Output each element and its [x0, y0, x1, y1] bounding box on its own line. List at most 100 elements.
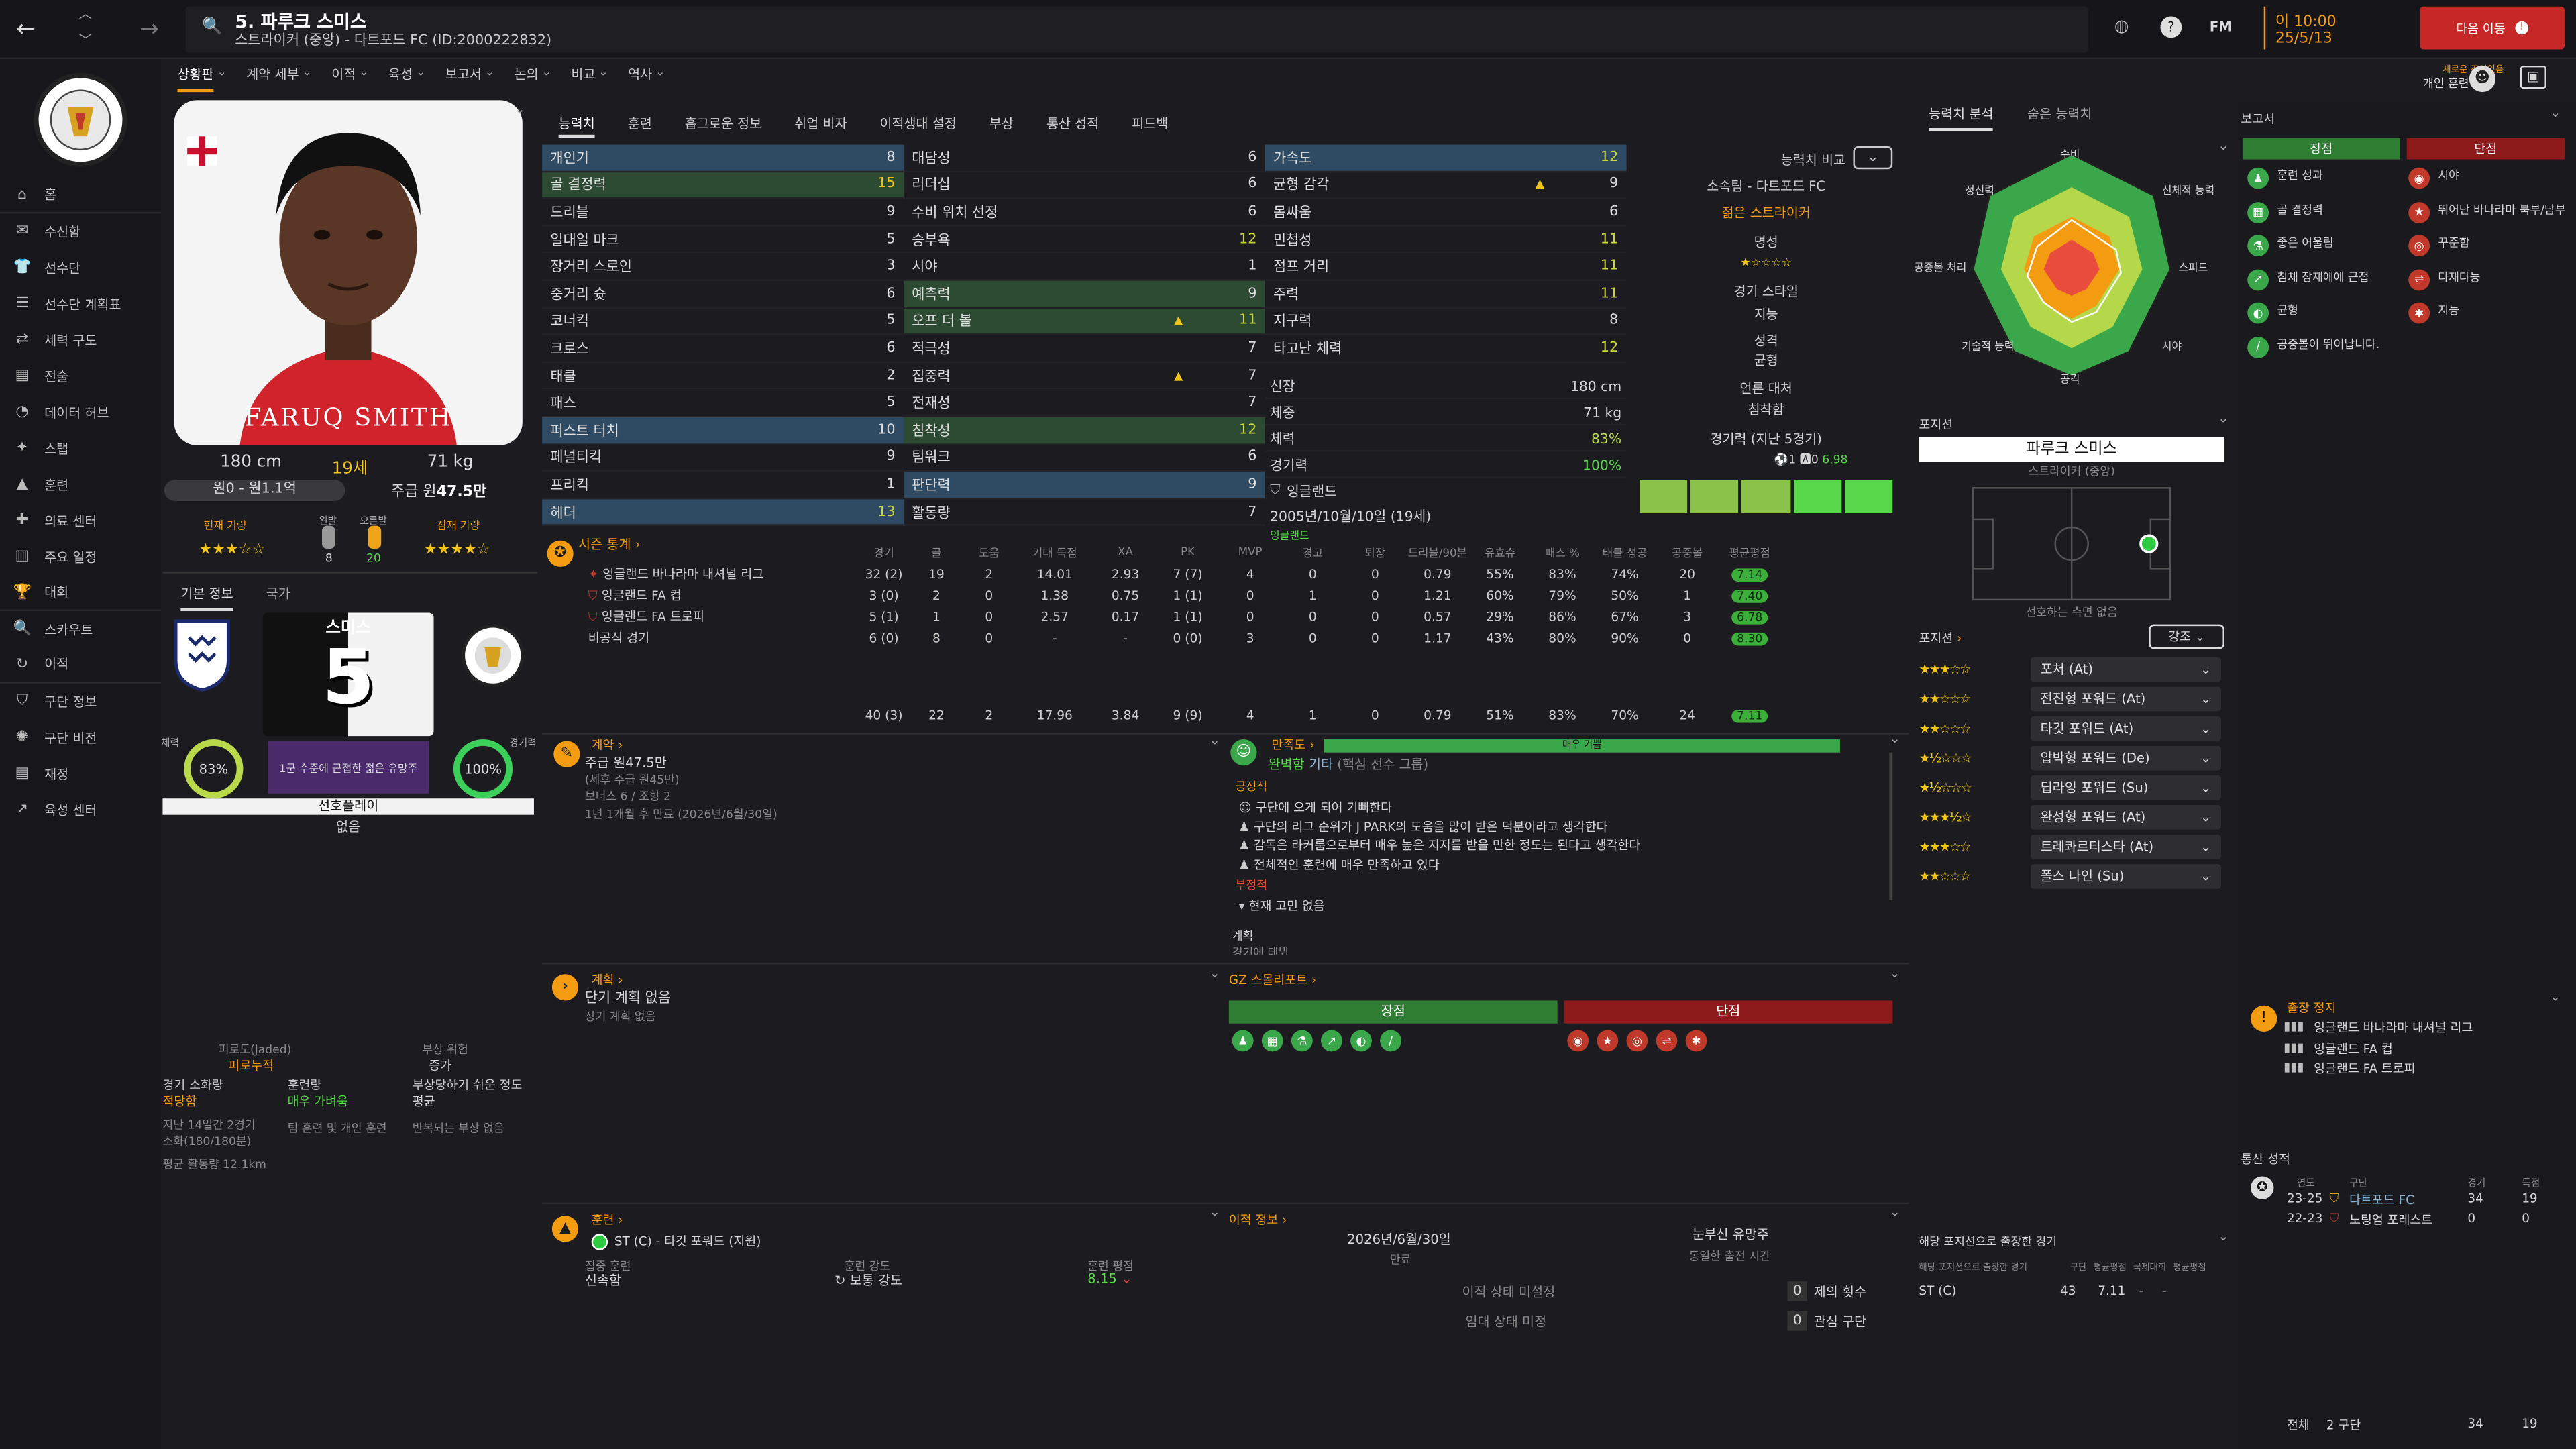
chevron-down-icon[interactable]: ⌄	[1889, 966, 1900, 981]
attribute-row[interactable]: 지구력 8	[1265, 308, 1627, 335]
attribute-row[interactable]: 예측력 9	[903, 280, 1265, 309]
tab-hidden-attributes[interactable]: 숨은 능력치	[2027, 107, 2092, 122]
role-dropdown[interactable]: 포처 (At) ⌄	[2030, 656, 2222, 682]
chevron-down-icon[interactable]: ⌄	[2549, 989, 2561, 1004]
stats-row[interactable]: 비공식 경기 6 (0) 8 0 - - 0 (0) 3 0 0 1.17 43% 80% 90% 0 8.3…	[578, 628, 1781, 649]
attribute-row[interactable]: 헤더 13	[542, 498, 904, 527]
attribute-row[interactable]: 판단력 9	[903, 472, 1265, 499]
sidebar-item[interactable]: ✺ 구단 비전	[0, 720, 161, 756]
offers-row[interactable]: 0 제의 횟수	[1787, 1280, 1893, 1303]
attribute-row[interactable]: 장거리 스로인 3	[542, 254, 904, 281]
chevron-down-icon[interactable]: ﹀	[78, 32, 93, 48]
sidebar-item[interactable]: ◔ 데이터 허브	[0, 394, 161, 431]
attribute-row[interactable]: 승부욕 12	[903, 226, 1265, 254]
role-dropdown[interactable]: 폴스 나인 (Su) ⌄	[2030, 863, 2222, 888]
role-dropdown[interactable]: 딥라잉 포워드 (Su) ⌄	[2030, 774, 2222, 800]
sidebar-item[interactable]: ▤ 재정	[0, 756, 161, 792]
sidebar-item[interactable]: ✚ 의료 센터	[0, 502, 161, 539]
sidebar-item[interactable]: ✦ 스탭	[0, 431, 161, 467]
role-dropdown[interactable]: 전진형 포워드 (At) ⌄	[2030, 686, 2222, 711]
attribute-row[interactable]: 패스 5	[542, 390, 904, 417]
attribute-row[interactable]: 일대일 마크 5	[542, 226, 904, 254]
subnav-item[interactable]: 이적	[331, 67, 356, 83]
attribute-row[interactable]: 프리킥 1	[542, 472, 904, 499]
sidebar-item[interactable]: ↻ 이적	[0, 647, 162, 684]
subnav-item[interactable]: 역사	[628, 67, 653, 83]
training-title[interactable]: 훈련 ›	[591, 1212, 623, 1228]
role-row[interactable]: ★★☆☆☆ 폴스 나인 (Su) ⌄	[1919, 861, 2231, 890]
tab-basic-info[interactable]: 기본 정보	[180, 585, 233, 612]
world-icon[interactable]: ◍	[2114, 17, 2129, 36]
sidebar-item[interactable]: ⌂ 홈	[0, 177, 162, 214]
sidebar-item[interactable]: ⇄ 세력 구도	[0, 322, 161, 358]
sidebar-item[interactable]: ☰ 선수단 계획표	[0, 286, 161, 322]
attribute-row[interactable]: 수비 위치 선정 6	[903, 199, 1265, 227]
profile-tab[interactable]: 통산 성적	[1046, 116, 1099, 131]
stats-row[interactable]: ⛉ 잉글랜드 FA 컵 3 (0) 2 0 1.38 0.75 1 (1) 0 1 0 1.21 60…	[578, 585, 1781, 606]
attribute-row[interactable]: 대담성 6	[903, 145, 1265, 172]
chevron-down-icon[interactable]: ⌄	[1209, 966, 1220, 981]
scout-title[interactable]: GZ 스몰리포트 ›	[1228, 972, 1317, 987]
attribute-row[interactable]: 전재성 7	[903, 390, 1265, 417]
attribute-row[interactable]: 타고난 체력 12	[1265, 335, 1627, 363]
role-row[interactable]: ★½☆☆☆ 딥라잉 포워드 (Su) ⌄	[1919, 772, 2231, 802]
attribute-row[interactable]: 민첩성 11	[1265, 226, 1627, 254]
profile-tab[interactable]: 능력치	[558, 115, 595, 138]
position-list-title[interactable]: 포지션 ›	[1919, 631, 1962, 646]
subnav-item[interactable]: 비교	[571, 67, 596, 83]
chevron-down-icon[interactable]: ⌄	[2218, 138, 2229, 153]
role-row[interactable]: ★½☆☆☆ 압박형 포워드 (De) ⌄	[1919, 743, 2231, 772]
attribute-row[interactable]: 개인기 8	[542, 144, 904, 172]
role-dropdown[interactable]: 압박형 포워드 (De) ⌄	[2030, 745, 2222, 770]
subnav-item[interactable]: 육성	[388, 67, 413, 83]
role-dropdown[interactable]: 완성형 포워드 (At) ⌄	[2030, 804, 2222, 829]
role-row[interactable]: ★★★☆☆ 포처 (At) ⌄	[1919, 654, 2231, 684]
attribute-row[interactable]: 골 결정력 15	[542, 172, 904, 199]
profile-tab[interactable]: 훈련	[627, 116, 652, 131]
continue-button[interactable]: 다음 이동 !	[2420, 6, 2565, 50]
attribute-row[interactable]: 활동량 7	[903, 499, 1265, 527]
tab-attribute-analysis[interactable]: 능력치 분석	[1929, 105, 1994, 131]
chevron-down-icon[interactable]: ⌄	[2218, 411, 2229, 426]
plans-title[interactable]: 계획 ›	[591, 972, 623, 987]
chevron-up-icon[interactable]: ︿	[78, 6, 93, 21]
attribute-row[interactable]: 점프 거리 11	[1265, 254, 1627, 281]
interested-row[interactable]: 0 관심 구단	[1787, 1309, 1893, 1332]
help-icon[interactable]: ?	[2160, 16, 2182, 38]
role-row[interactable]: ★★★½☆ 완성형 포워드 (At) ⌄	[1919, 802, 2231, 831]
career-row[interactable]: 23-25 ⛉ 다트포드 FC 34 19	[2287, 1191, 2576, 1211]
attribute-row[interactable]: 중거리 슛 6	[542, 281, 904, 309]
subnav-item[interactable]: 보고서	[445, 67, 482, 83]
attribute-row[interactable]: 적극성 7	[903, 335, 1265, 363]
chevron-down-icon[interactable]: ⌄	[1209, 1204, 1220, 1220]
tab-nation[interactable]: 국가	[266, 586, 290, 602]
attribute-row[interactable]: 주력 11	[1265, 281, 1627, 309]
attribute-row[interactable]: 가속도 12	[1265, 144, 1627, 172]
sidebar-item[interactable]: ▦ 전술	[0, 358, 161, 394]
collapse-chevron-icon[interactable]: ⌄	[514, 101, 525, 117]
role-row[interactable]: ★★☆☆☆ 타깃 포워드 (At) ⌄	[1919, 713, 2231, 743]
chevron-down-icon[interactable]: ⌄	[1889, 1204, 1900, 1220]
assistant-avatar-icon[interactable]: ☻	[2469, 65, 2496, 93]
role-dropdown[interactable]: 타깃 포워드 (At) ⌄	[2030, 715, 2222, 741]
attribute-row[interactable]: 드리블 9	[542, 199, 904, 227]
highlight-dropdown[interactable]: 강조 ⌄	[2149, 624, 2224, 649]
sidebar-item[interactable]: ▲ 훈련	[0, 467, 161, 503]
chevron-down-icon[interactable]: ⌄	[1209, 733, 1220, 748]
attribute-row[interactable]: 시야 1	[903, 254, 1265, 281]
role-row[interactable]: ★★★☆☆ 트레콰르티스타 (At) ⌄	[1919, 831, 2231, 861]
role-dropdown[interactable]: 트레콰르티스타 (At) ⌄	[2030, 833, 2222, 859]
sidebar-item[interactable]: 👕 선수단	[0, 250, 161, 286]
attribute-row[interactable]: 오프 더 볼 ▲ 11	[903, 308, 1265, 335]
attribute-row[interactable]: 페널티킥 9	[542, 445, 904, 472]
chevron-down-icon[interactable]: ⌄	[2218, 1228, 2229, 1244]
attribute-row[interactable]: 팀워크 6	[903, 445, 1265, 472]
attribute-row[interactable]: 균형 감각 ▲ 9	[1265, 172, 1627, 199]
sidebar-item[interactable]: ⛉ 구단 정보	[0, 684, 161, 720]
chevron-down-icon[interactable]: ⌄	[1889, 731, 1900, 746]
profile-tab[interactable]: 피드백	[1132, 116, 1169, 131]
role-row[interactable]: ★★☆☆☆ 전진형 포워드 (At) ⌄	[1919, 684, 2231, 713]
club-crest[interactable]	[32, 67, 130, 172]
attribute-row[interactable]: 코너킥 5	[542, 308, 904, 335]
subnav-item[interactable]: 논의	[514, 67, 539, 83]
